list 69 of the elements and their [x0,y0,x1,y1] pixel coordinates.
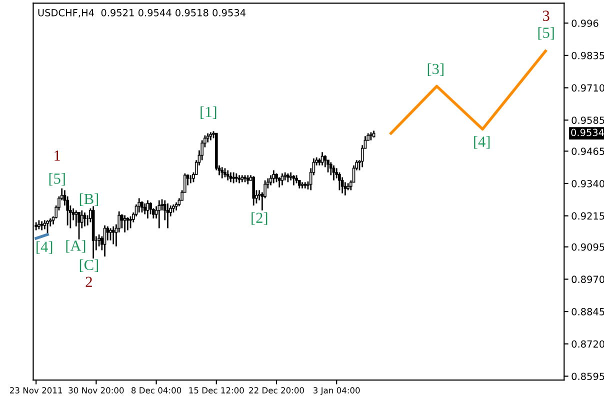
text: USDCHF,H4 0.9521 0.9544 0.9518 0.9534 [38,9,246,18]
annotation: [3] [428,63,444,76]
candlestick [120,214,124,229]
annotation: [5] [49,173,65,186]
candlestick [149,202,152,215]
candlestick [332,164,336,182]
y-tick-label: 0.8845 [572,308,604,316]
candlestick [143,202,146,215]
y-tick-label: 0.9465 [572,148,604,155]
candlestick [326,160,330,174]
annotation: [A] [66,240,86,253]
candlestick [78,212,80,240]
candlestick [338,172,341,191]
y-tick-label: 0.9585 [572,116,604,124]
candlestick [220,166,224,180]
candlestick [206,132,210,144]
annotation: 3 [542,10,550,21]
candlestick [40,220,44,232]
candlestick [140,200,144,214]
line-series [390,50,547,135]
x-tick-label: 23 Nov 2011 [10,387,62,394]
candlestick [246,174,250,185]
candlestick [138,198,141,214]
candlestick [232,172,235,184]
candlestick [340,176,344,194]
x-tick-label: 3 Jan 04:00 [314,387,360,396]
annotation: [4] [474,136,490,149]
candlestick [280,172,284,186]
y-tick-label: 0.9095 [572,243,604,251]
x-tick-label: 8 Dec 04:00 [131,387,182,394]
annotation: [4] [36,241,52,254]
x-tick-label: 15 Dec 12:00 [189,387,244,394]
candlestick [98,234,100,248]
candlestick [83,212,86,228]
candlestick [252,176,256,206]
candlestick [112,226,115,245]
y-tick-label: 0.996 [572,20,598,27]
x-tick-label: 30 Nov 20:00 [68,387,124,394]
candlestick [166,202,170,229]
candlestick [272,170,276,184]
annotation: [5] [538,27,554,40]
annotation: 1 [54,150,60,161]
candlestick [146,200,150,220]
candlestick [46,220,49,236]
candlestick [109,228,112,242]
candlestick [43,220,46,230]
candlestick [344,182,347,196]
candlestick [129,216,132,229]
y-tick-label: 0.9835 [572,52,604,60]
y-tick-label: 0.8595 [572,372,604,380]
candlestick [38,220,40,230]
candlestick [278,176,281,188]
y-tick-label: 0.9340 [572,180,604,188]
annotation: [B] [80,193,98,206]
text: 0.9534 [571,128,604,136]
annotation: 2 [86,276,92,287]
candlestick [224,168,226,178]
candlestick [158,200,161,229]
y-tick-label: 0.8970 [572,276,604,284]
y-tick-label: 0.9215 [572,212,604,220]
candlestick [126,216,130,232]
y-tick-label: 0.9710 [572,84,604,92]
annotation: [C] [80,259,98,272]
annotation: [2] [252,212,268,225]
candlestick [226,170,230,182]
y-tick-label: 0.8720 [572,340,604,348]
x-tick-label: 22 Dec 20:00 [249,387,304,394]
annotation: [1] [200,106,216,119]
candlestick [123,214,126,234]
